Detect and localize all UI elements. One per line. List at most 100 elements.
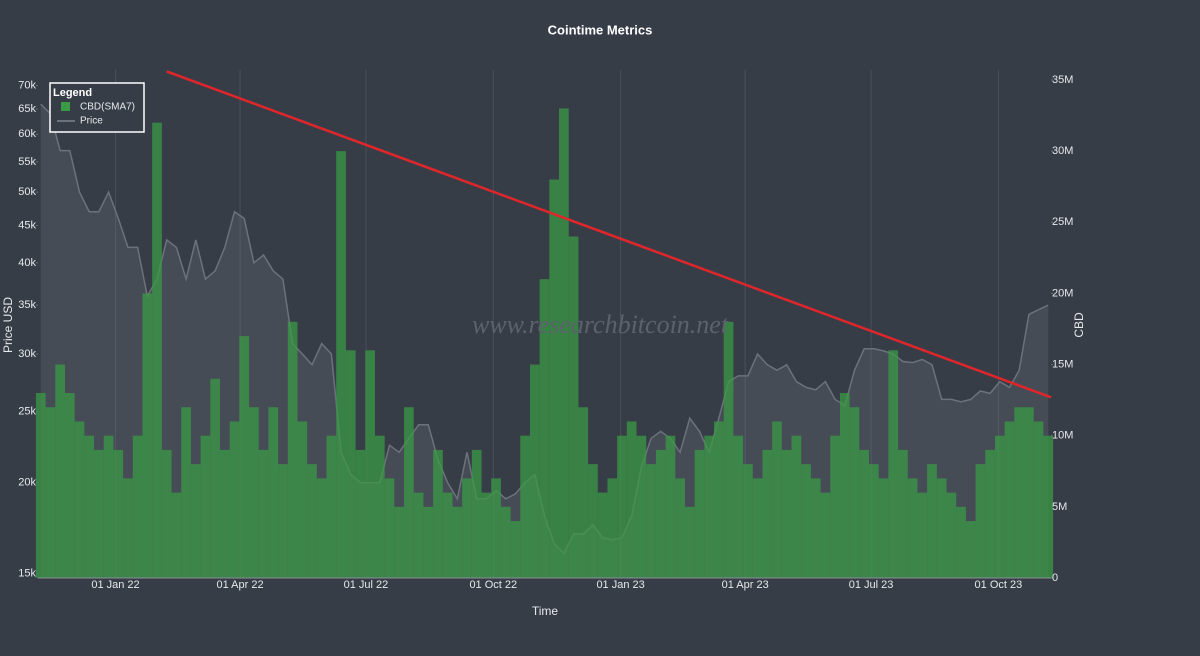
cbd-bar xyxy=(84,435,95,578)
cbd-bar xyxy=(452,506,463,578)
x-tick-label: 01 Apr 22 xyxy=(216,579,263,591)
cbd-bar xyxy=(171,492,182,578)
cbd-bar xyxy=(549,179,560,578)
cbd-bar xyxy=(258,449,269,578)
cbd-bar xyxy=(529,364,540,578)
cbd-bar xyxy=(384,478,395,578)
cbd-bar xyxy=(404,407,414,578)
cbd-bar xyxy=(316,478,327,578)
cbd-bar xyxy=(917,492,928,578)
cbd-bar xyxy=(675,478,685,578)
cbd-bar xyxy=(1004,421,1015,578)
legend: Legend CBD(SMA7) Price xyxy=(49,82,145,133)
cbd-bar xyxy=(704,435,715,578)
y2-tick-label: 35M xyxy=(1052,74,1073,86)
cbd-bar xyxy=(462,478,472,578)
cbd-bar xyxy=(626,421,637,578)
cbd-bar xyxy=(278,464,288,578)
cbd-bar xyxy=(229,421,240,578)
cbd-bar xyxy=(820,492,831,578)
cbd-bar xyxy=(994,435,1005,578)
cbd-bar xyxy=(878,478,889,578)
cbd-bar xyxy=(539,279,550,578)
cbd-bar xyxy=(413,492,424,578)
cbd-bar xyxy=(733,435,744,578)
cbd-bar xyxy=(355,449,366,578)
cbd-bar xyxy=(249,407,259,578)
cbd-bar xyxy=(636,435,647,578)
cbd-bar xyxy=(219,449,230,578)
cbd-bar xyxy=(752,478,763,578)
watermark: www.researchbitcoin.net xyxy=(472,310,729,339)
y-tick-label: 35k xyxy=(18,299,36,311)
cbd-bar xyxy=(307,464,317,578)
cbd-bar xyxy=(888,350,899,578)
cbd-bar xyxy=(471,449,482,578)
y-tick-label: 65k xyxy=(18,103,36,115)
y-tick-label: 45k xyxy=(18,219,36,231)
cbd-bar xyxy=(45,407,56,578)
x-tick-label: 01 Jan 23 xyxy=(596,579,644,591)
cbd-bar xyxy=(152,122,162,579)
y2-tick-label: 0 xyxy=(1052,572,1058,584)
cbd-bar xyxy=(772,421,782,578)
cbd-bar xyxy=(714,421,724,578)
x-axis-title: Time xyxy=(532,604,559,618)
cbd-bar xyxy=(810,478,821,578)
y-tick-label: 55k xyxy=(18,156,36,168)
y2-axis-title: CBD xyxy=(1072,312,1086,338)
cbd-bar xyxy=(442,492,453,578)
x-tick-label: 01 Jul 23 xyxy=(849,579,894,591)
cbd-bar xyxy=(597,492,608,578)
cbd-bar xyxy=(423,506,434,578)
cbd-bar xyxy=(200,435,211,578)
cbd-bar xyxy=(239,336,250,578)
cbd-bar xyxy=(559,108,569,578)
cbd-bar xyxy=(684,506,695,578)
cbd-bar xyxy=(297,421,308,578)
y2-tick-label: 15M xyxy=(1052,358,1073,370)
cbd-bar xyxy=(655,449,666,578)
cbd-bar xyxy=(520,435,530,578)
cbd-bar xyxy=(936,478,947,578)
cbd-bar xyxy=(956,506,966,578)
y-tick-label: 70k xyxy=(18,79,36,91)
cbd-bar xyxy=(898,449,908,578)
cbd-bar xyxy=(985,449,995,578)
y2-tick-label: 30M xyxy=(1052,145,1073,157)
cbd-bar xyxy=(326,435,337,578)
y-tick-label: 25k xyxy=(18,406,36,418)
cbd-bar xyxy=(123,478,133,578)
cbd-bar xyxy=(268,407,279,578)
cbd-bar xyxy=(210,378,220,578)
cbd-bar xyxy=(94,449,104,578)
cbd-bar xyxy=(839,393,850,578)
cbd-bar xyxy=(365,350,375,578)
x-tick-label: 01 Oct 22 xyxy=(469,579,517,591)
cbd-bar xyxy=(743,464,753,578)
cbd-bar xyxy=(801,464,811,578)
cbd-bar xyxy=(433,449,443,578)
trend-line xyxy=(166,70,1052,399)
chart-title: Cointime Metrics xyxy=(548,22,653,37)
cbd-bar xyxy=(181,407,191,578)
cbd-bar xyxy=(723,321,734,578)
cbd-bar xyxy=(1024,407,1034,578)
legend-swatch xyxy=(61,102,70,111)
cbd-bar xyxy=(646,464,656,578)
cbd-bar xyxy=(568,236,579,578)
y-tick-label: 30k xyxy=(18,348,36,360)
cbd-bar xyxy=(481,492,492,578)
x-tick-label: 01 Jan 22 xyxy=(91,579,139,591)
cbd-bar xyxy=(617,435,627,578)
y2-tick-label: 5M xyxy=(1052,501,1067,513)
cbd-bar xyxy=(869,464,879,578)
cbd-bar xyxy=(607,478,618,578)
cbd-bar xyxy=(510,521,521,578)
y2-tick-label: 10M xyxy=(1052,430,1073,442)
cbd-bar xyxy=(35,393,46,578)
cbd-bar xyxy=(394,506,405,578)
cbd-bar xyxy=(694,449,705,578)
y2-tick-label: 20M xyxy=(1052,287,1073,299)
